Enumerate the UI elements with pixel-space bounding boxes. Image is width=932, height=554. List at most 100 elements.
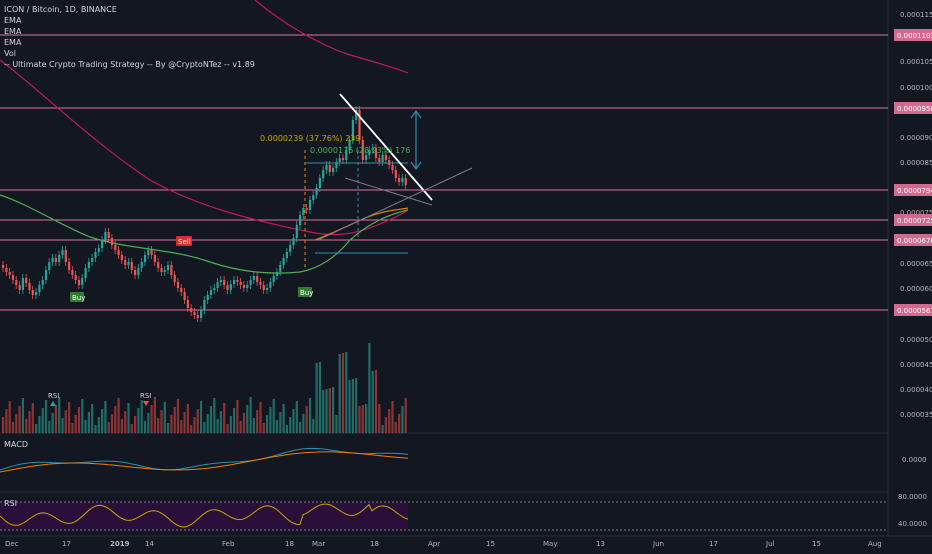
volume-bar xyxy=(259,402,262,433)
candle-body xyxy=(229,284,232,290)
rsi-marker-1: RSI xyxy=(48,392,59,400)
volume-bar xyxy=(117,398,120,433)
indicator-ema-3[interactable]: EMA xyxy=(4,38,22,47)
volume-bar xyxy=(322,390,325,433)
time-axis[interactable]: Dec 17 2019 14 Feb 18 Mar 18 Apr 15 May 13 Jun 17 Jul 1… xyxy=(5,540,882,548)
candle-body xyxy=(114,245,117,250)
indicator-ema-1[interactable]: EMA xyxy=(4,16,22,25)
candle-body xyxy=(41,280,44,285)
volume-bar xyxy=(48,421,51,433)
rsi-pane-label[interactable]: RSI xyxy=(4,499,17,508)
volume-bar xyxy=(170,415,173,433)
candle-body xyxy=(38,285,41,292)
indicator-ema-2[interactable]: EMA xyxy=(4,27,22,36)
sell-label: Sell xyxy=(178,238,191,246)
target-arrow[interactable] xyxy=(410,109,422,171)
candle-body xyxy=(249,280,252,285)
candle-body xyxy=(338,158,341,162)
indicator-volume[interactable]: Vol xyxy=(4,49,16,58)
candle-body xyxy=(308,200,312,210)
sell-signal[interactable]: Sell xyxy=(176,236,192,246)
volume-bar xyxy=(285,425,288,433)
volume-bar xyxy=(15,414,18,433)
time-tick-label: Dec xyxy=(5,540,19,548)
level-tag[interactable]: 0.0000958 xyxy=(894,102,932,114)
ema-mid-line xyxy=(0,194,409,274)
time-tick-label: 17 xyxy=(709,540,718,548)
candle-body xyxy=(48,262,51,270)
volume-bar xyxy=(160,410,163,433)
volume-bar xyxy=(58,397,61,433)
measure-label-2: 0.0000176 (28.23%) 176 xyxy=(310,146,410,155)
level-tag-text: 0.0001103 xyxy=(897,32,932,40)
candle-body xyxy=(206,295,209,300)
candle-body xyxy=(11,275,15,280)
volume-bar xyxy=(226,424,229,433)
volume-bar xyxy=(130,424,133,433)
buy-signal-1[interactable]: Buy xyxy=(70,292,85,302)
level-tag[interactable]: 0.0000676 xyxy=(894,234,932,246)
level-tag[interactable]: 0.0000725 xyxy=(894,214,932,226)
time-tick-label: 2019 xyxy=(110,540,130,548)
volume-bar xyxy=(335,415,338,433)
macd-pane-label[interactable]: MACD xyxy=(4,440,28,449)
candle-body xyxy=(233,280,236,284)
ema-200-line xyxy=(0,59,409,236)
volume-bar xyxy=(2,417,5,433)
level-tag[interactable]: 0.0000561 xyxy=(894,304,932,316)
ascending-trendline[interactable] xyxy=(317,167,473,241)
volume-bar xyxy=(295,401,298,433)
volume-bar xyxy=(332,387,335,433)
buy-signal-2[interactable]: Buy xyxy=(298,287,313,297)
time-tick-label: Jul xyxy=(765,540,775,548)
candle-body xyxy=(236,280,239,282)
time-tick-label: Aug xyxy=(868,540,882,548)
volume-bar xyxy=(157,418,160,433)
time-tick-label: Feb xyxy=(222,540,235,548)
candle-body xyxy=(282,258,285,265)
candlesticks xyxy=(2,106,407,322)
volume-bar xyxy=(209,406,213,433)
candle-body xyxy=(94,252,97,258)
price-level-tags: 0.00011030.00009580.00007940.00007250.00… xyxy=(894,29,932,316)
candle-body xyxy=(25,278,28,283)
time-tick-label: 15 xyxy=(812,540,821,548)
indicator-strategy[interactable]: -- Ultimate Crypto Trading Strategy -- B… xyxy=(4,60,255,69)
candle-body xyxy=(150,250,153,255)
descending-trendline[interactable] xyxy=(339,93,433,201)
volume-bar xyxy=(120,419,123,433)
level-tag[interactable]: 0.0001103 xyxy=(894,29,932,41)
volume-bar xyxy=(143,421,147,433)
ema-long-line xyxy=(254,0,409,74)
volume-bar xyxy=(216,419,219,433)
volume-bar xyxy=(341,353,345,433)
symbol-title[interactable]: ICON / Bitcoin, 1D, BINANCE xyxy=(4,5,117,14)
level-tag[interactable]: 0.0000794 xyxy=(894,184,932,196)
volume-bar xyxy=(101,409,104,433)
volume-bar xyxy=(312,419,315,433)
candle-body xyxy=(140,262,143,268)
candle-body xyxy=(157,262,160,268)
volume-bar xyxy=(279,412,282,433)
candle-body xyxy=(153,255,156,262)
candle-body xyxy=(81,278,84,285)
volume-bar xyxy=(381,425,384,433)
candle-body xyxy=(213,288,216,290)
triangle-base-line[interactable] xyxy=(344,177,433,206)
candle-body xyxy=(335,162,338,168)
volume-bar xyxy=(186,404,189,433)
candle-body xyxy=(262,285,265,290)
candle-body xyxy=(371,148,374,150)
time-tick-label: 18 xyxy=(370,540,379,548)
candle-body xyxy=(163,270,166,272)
volume-bar xyxy=(193,417,196,433)
volume-bar xyxy=(21,398,24,433)
candle-body xyxy=(127,262,130,265)
candle-body xyxy=(378,158,381,162)
candle-body xyxy=(35,292,38,295)
